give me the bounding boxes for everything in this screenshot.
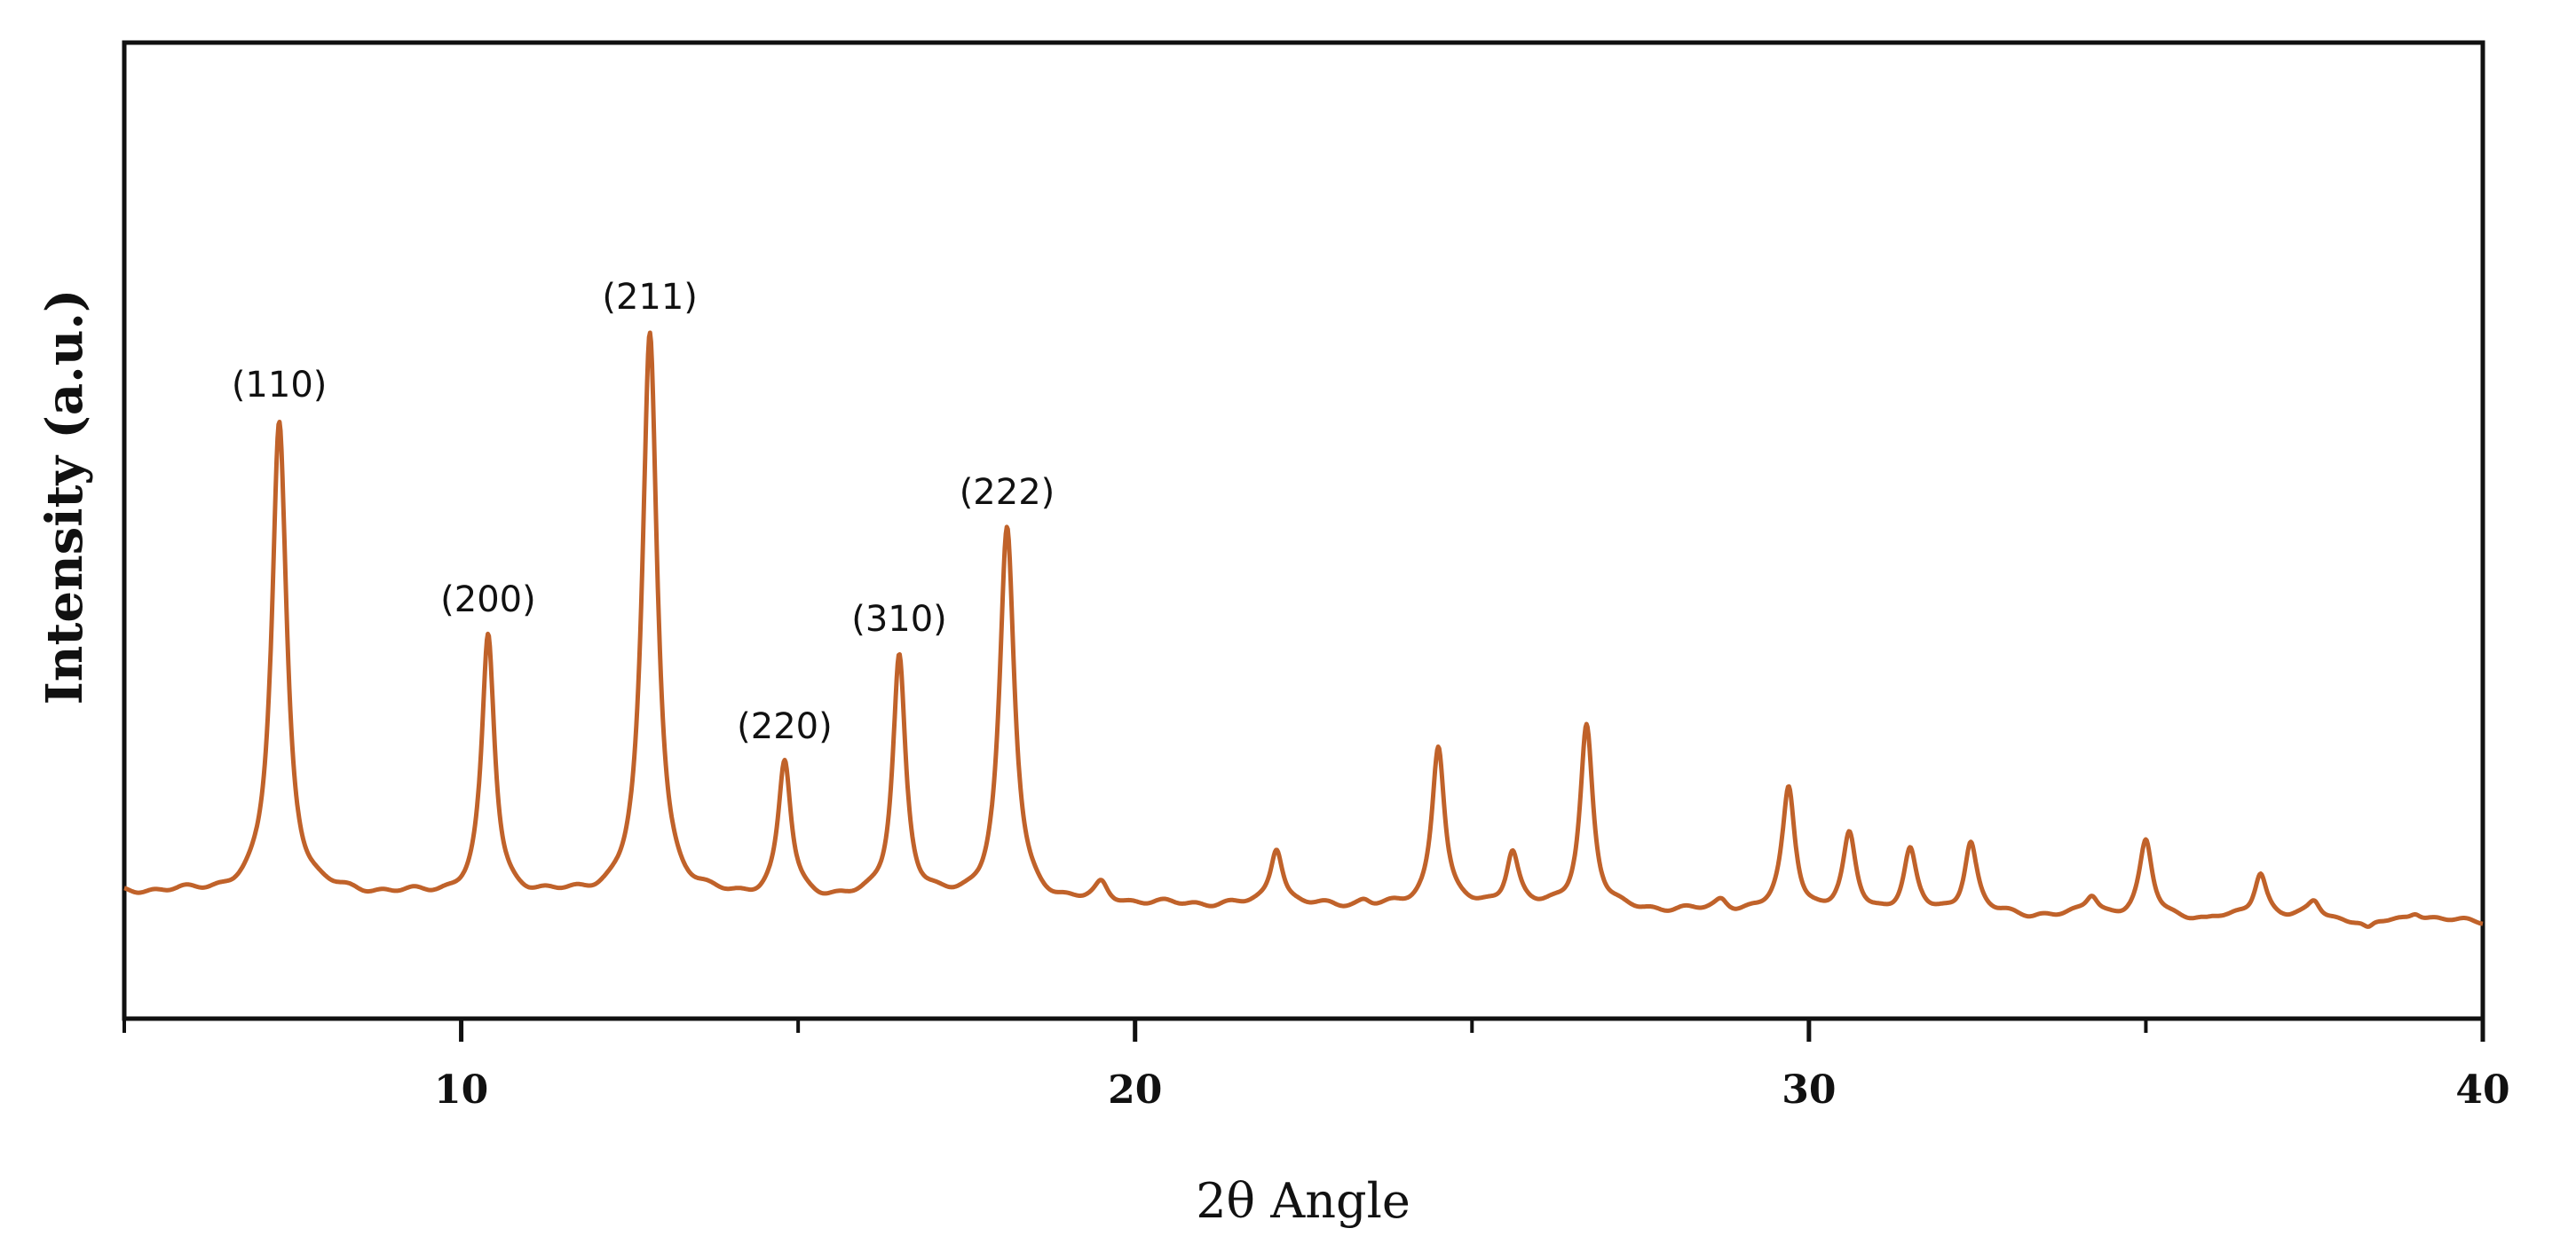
x-tick-label-30: 30: [1782, 1067, 1836, 1113]
x-axis-ticks: [122, 1019, 2485, 1042]
y-axis-title: Intensity (a.u.): [36, 289, 94, 705]
peak-label-310: (310): [851, 599, 947, 640]
xrd-series-line: [122, 330, 2485, 929]
x-tick-label-40: 40: [2455, 1067, 2509, 1113]
plot-frame: [122, 40, 2485, 1021]
peak-label-110: (110): [232, 365, 328, 406]
x-tick-label-10: 10: [434, 1067, 488, 1113]
peak-label-222: (222): [960, 472, 1055, 513]
peak-label-200: (200): [440, 579, 536, 620]
x-tick-label-20: 20: [1108, 1067, 1162, 1113]
x-axis-title: 2θ Angle: [1196, 1173, 1410, 1229]
peak-labels: (110) (200) (211) (220) (310) (222): [232, 277, 1055, 747]
peak-label-211: (211): [602, 277, 698, 318]
x-axis-tick-labels: 10 20 30 40: [434, 1067, 2510, 1113]
peak-label-220: (220): [737, 706, 833, 747]
